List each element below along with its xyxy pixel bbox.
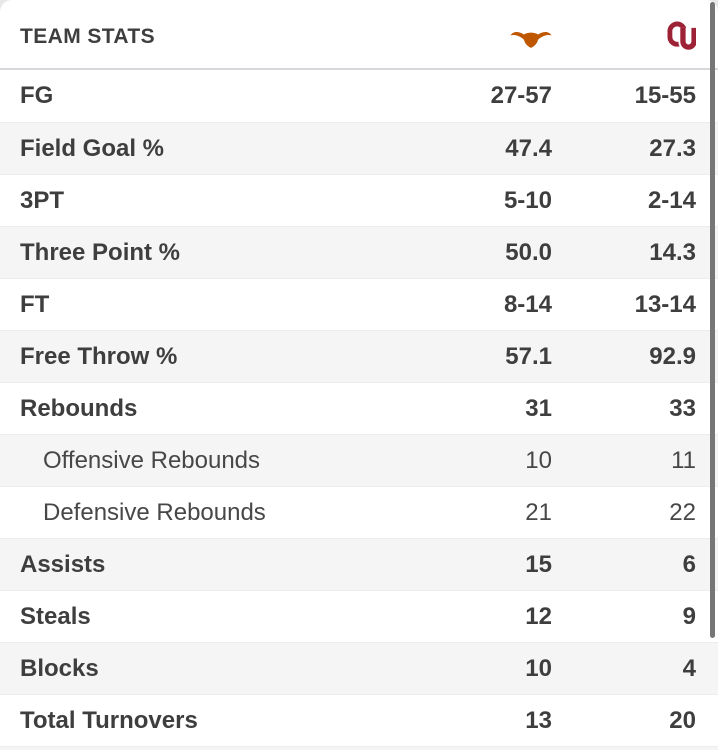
team1-header-cell (432, 20, 552, 48)
team1-value: 10 (525, 446, 552, 474)
stat-row: Three Point % 50.0 14.3 (0, 226, 718, 278)
stat-label: Field Goal % (20, 134, 165, 162)
stat-row: Assists 15 6 (0, 538, 718, 590)
team2-value: 13-14 (634, 290, 696, 318)
team2-header-cell (552, 15, 696, 54)
stat-label: FG (20, 82, 54, 109)
stat-label: Rebounds (20, 394, 138, 422)
stat-label: Steals (20, 602, 91, 630)
stat-row: 3PT 5-10 2-14 (0, 174, 718, 226)
stat-label: 3PT (20, 186, 65, 214)
stat-row: Blocks 10 4 (0, 642, 718, 694)
team2-value: 27.3 (649, 134, 696, 162)
team2-value: 14.3 (649, 238, 696, 266)
team2-value: 22 (669, 498, 696, 526)
team1-value: 31 (525, 394, 552, 422)
stat-label: Blocks (20, 654, 99, 682)
stat-row: Defensive Rebounds 21 22 (0, 486, 718, 538)
stat-label: FT (20, 290, 50, 318)
stat-row: Steals 12 9 (0, 590, 718, 642)
team2-value: 9 (682, 602, 696, 630)
team1-value: 8-14 (503, 290, 552, 318)
stat-label: Total Turnovers (20, 706, 198, 734)
oklahoma-sooners-logo (667, 21, 696, 52)
stats-table: FG 27-57 15-55 Field Goal % 47.4 27.3 3PT 5-10 2… (0, 70, 718, 746)
team1-value: 5-10 (503, 186, 552, 214)
texas-longhorns-logo (510, 32, 552, 48)
team2-value: 4 (682, 654, 696, 682)
team1-value: 10 (525, 654, 552, 682)
team2-value: 6 (682, 550, 696, 578)
next-row-peek (0, 746, 718, 750)
stat-label: Three Point % (20, 238, 181, 266)
stat-row: Offensive Rebounds 10 11 (0, 434, 718, 486)
team1-value: 47.4 (505, 134, 552, 162)
table-header: TEAM STATS (0, 0, 718, 70)
stat-label: Assists (20, 550, 106, 578)
scrollbar-thumb[interactable] (710, 2, 715, 638)
stat-label: Offensive Rebounds (43, 446, 261, 474)
team1-value: 57.1 (505, 342, 552, 370)
stat-row: FG 27-57 15-55 (0, 70, 718, 122)
team2-value: 11 (671, 446, 696, 474)
team1-value: 12 (525, 602, 552, 630)
team2-value: 20 (669, 706, 696, 734)
team2-value: 2-14 (647, 186, 696, 214)
stat-row: Free Throw % 57.1 92.9 (0, 330, 718, 382)
team1-value: 27-57 (490, 82, 552, 109)
stat-row: Rebounds 31 33 (0, 382, 718, 434)
stat-row: FT 8-14 13-14 (0, 278, 718, 330)
team2-value: 92.9 (649, 342, 696, 370)
team1-value: 13 (525, 706, 552, 734)
stat-label: Free Throw % (20, 342, 178, 370)
team2-value: 33 (669, 394, 696, 422)
team1-value: 21 (525, 498, 552, 526)
stat-row: Field Goal % 47.4 27.3 (0, 122, 718, 174)
team1-value: 50.0 (505, 238, 552, 266)
page-title: TEAM STATS (20, 25, 156, 48)
team1-value: 15 (525, 550, 552, 578)
stat-label: Defensive Rebounds (43, 498, 266, 526)
team2-value: 15-55 (634, 82, 696, 109)
stat-row: Total Turnovers 13 20 (0, 694, 718, 746)
